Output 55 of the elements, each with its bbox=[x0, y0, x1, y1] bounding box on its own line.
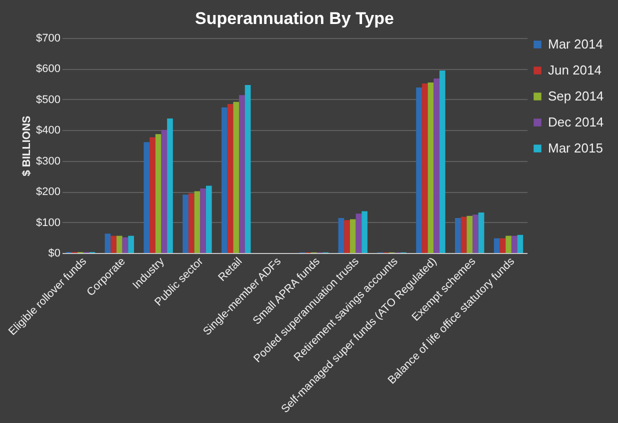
bar bbox=[222, 107, 228, 253]
y-tick-label: $600 bbox=[36, 63, 60, 76]
bar bbox=[460, 216, 467, 253]
bar bbox=[472, 214, 478, 253]
bar bbox=[350, 219, 356, 253]
bar bbox=[167, 118, 173, 253]
legend-label: Dec 2014 bbox=[548, 114, 604, 130]
bar bbox=[356, 214, 362, 253]
bar bbox=[466, 216, 473, 253]
y-tick-label: $0 bbox=[48, 248, 60, 260]
bar bbox=[161, 130, 168, 253]
y-tick-label: $100 bbox=[36, 216, 60, 229]
bar bbox=[200, 188, 206, 253]
bar bbox=[500, 238, 506, 253]
bar bbox=[244, 84, 251, 253]
bar bbox=[150, 137, 156, 253]
bar bbox=[428, 82, 434, 253]
bar bbox=[422, 83, 428, 253]
bar bbox=[188, 193, 194, 253]
bar bbox=[122, 237, 128, 253]
bar bbox=[494, 238, 500, 253]
bar bbox=[182, 194, 188, 253]
bar bbox=[233, 102, 240, 253]
bar bbox=[439, 70, 446, 253]
bar bbox=[416, 87, 422, 253]
bar bbox=[194, 191, 200, 253]
bar bbox=[104, 234, 111, 253]
bar bbox=[128, 236, 134, 253]
bar bbox=[239, 95, 245, 253]
legend-label: Mar 2015 bbox=[548, 140, 603, 156]
y-tick-label: $400 bbox=[36, 124, 60, 137]
y-tick-label: $200 bbox=[36, 186, 60, 198]
y-tick-label: $700 bbox=[36, 32, 60, 44]
bar bbox=[511, 236, 518, 253]
bar bbox=[434, 78, 440, 253]
bar bbox=[338, 218, 344, 253]
bar bbox=[478, 212, 484, 253]
legend-label: Jun 2014 bbox=[548, 62, 602, 78]
bar bbox=[455, 218, 461, 253]
bar bbox=[506, 236, 512, 253]
bar bbox=[227, 104, 234, 253]
bar bbox=[344, 220, 350, 253]
y-tick-label: $300 bbox=[36, 155, 60, 168]
bar bbox=[144, 142, 150, 253]
legend-label: Mar 2014 bbox=[548, 36, 603, 52]
y-axis-title: $ BILLIONS bbox=[21, 116, 34, 176]
bar bbox=[517, 234, 524, 253]
bar bbox=[116, 236, 122, 253]
bar bbox=[206, 186, 212, 253]
chart-title: Superannuation By Type bbox=[195, 9, 394, 28]
bar bbox=[155, 134, 162, 253]
legend-label: Sep 2014 bbox=[548, 88, 604, 104]
y-tick-label: $500 bbox=[36, 94, 60, 106]
bar bbox=[362, 211, 368, 253]
bar bbox=[110, 236, 116, 253]
